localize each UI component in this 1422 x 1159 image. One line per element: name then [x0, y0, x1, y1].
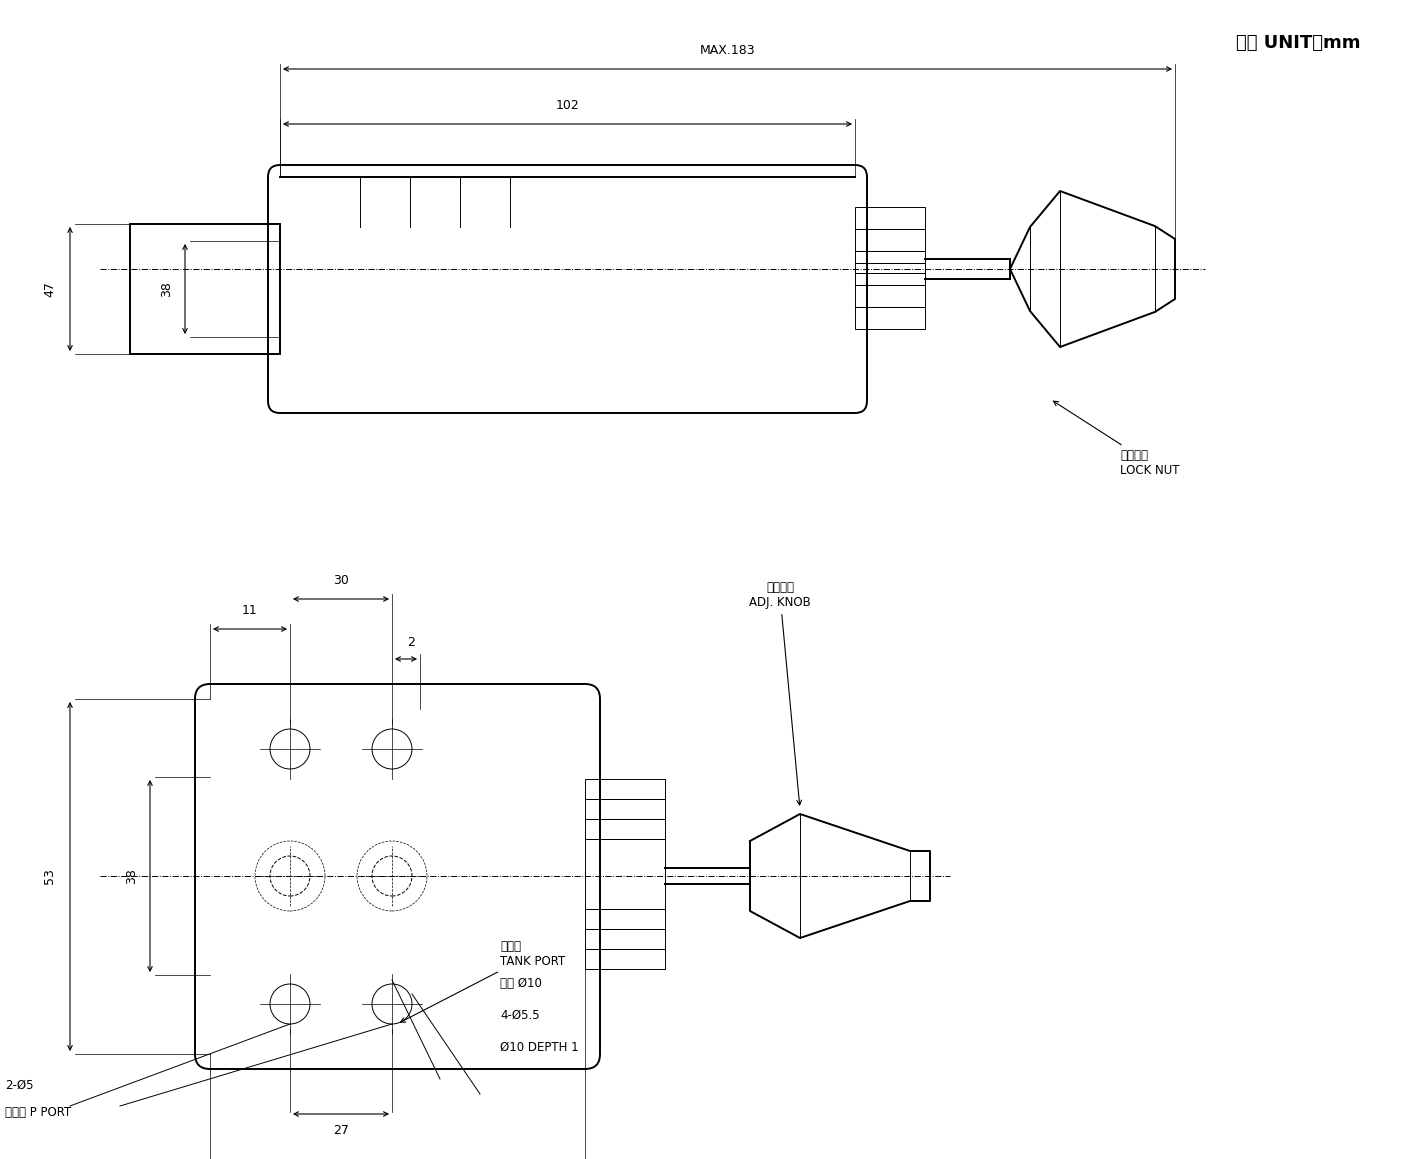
Bar [584, 909, 665, 930]
Bar [129, 224, 280, 353]
Text: 回油孔
TANK PORT: 回油孔 TANK PORT [401, 940, 566, 1022]
Text: 30: 30 [333, 574, 348, 586]
Text: 固定螺絲
LOCK NUT: 固定螺絲 LOCK NUT [1054, 401, 1179, 478]
Bar [855, 263, 924, 274]
Text: 38: 38 [161, 282, 173, 297]
Text: 4-Ø5.5: 4-Ø5.5 [501, 1009, 539, 1022]
Bar [855, 207, 924, 229]
Text: 單位 UNIT：mm: 單位 UNIT：mm [1236, 34, 1359, 52]
Text: MAX.183: MAX.183 [700, 44, 755, 57]
Text: 47: 47 [44, 282, 57, 297]
Text: Ø10 DEPTH 1: Ø10 DEPTH 1 [501, 1041, 579, 1054]
Text: 11: 11 [242, 604, 257, 617]
Text: 102: 102 [556, 99, 579, 112]
Bar [855, 252, 924, 274]
Bar [855, 285, 924, 307]
Bar [584, 949, 665, 969]
Bar [584, 819, 665, 839]
Text: 調節旋鈕
ADJ. KNOB: 調節旋鈕 ADJ. KNOB [749, 581, 811, 806]
Bar [584, 839, 665, 909]
Bar [855, 263, 924, 285]
Bar [584, 779, 665, 799]
Text: 53: 53 [44, 868, 57, 884]
Text: 壓力孔 P PORT: 壓力孔 P PORT [6, 1106, 71, 1118]
Text: 38: 38 [125, 868, 138, 884]
Bar [855, 229, 924, 252]
Bar [584, 930, 665, 949]
Text: 2-Ø5: 2-Ø5 [6, 1079, 34, 1092]
Bar [584, 799, 665, 819]
Text: 中心 Ø10: 中心 Ø10 [501, 977, 542, 990]
Text: 2: 2 [407, 636, 415, 649]
Text: 27: 27 [333, 1124, 348, 1137]
Bar [855, 307, 924, 329]
